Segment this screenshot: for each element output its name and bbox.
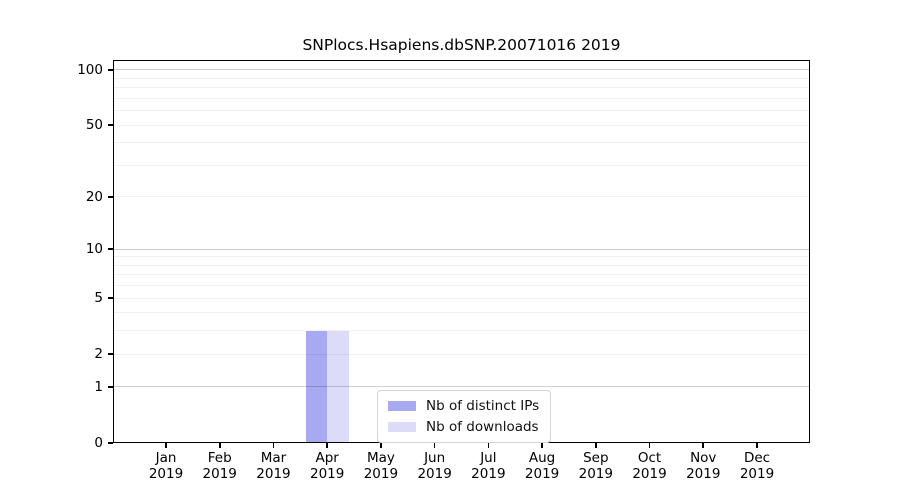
y-axis-tick <box>108 124 113 126</box>
x-tick-label: Jan 2019 <box>134 450 198 482</box>
gridline-minor <box>113 97 810 99</box>
x-axis-tick <box>595 443 597 448</box>
legend: Nb of distinct IPs Nb of downloads <box>377 390 552 443</box>
x-tick-year: 2019 <box>256 465 291 482</box>
gridline-minor <box>113 164 810 166</box>
x-tick-label: Oct 2019 <box>618 450 682 482</box>
plot-area: 0 1 2 5 10 20 50 100 Jan 2019 Feb 2019 Mar 2019 Apr 201… <box>77 60 810 481</box>
gridline-minor <box>113 196 810 198</box>
gridline-minor <box>113 124 810 126</box>
x-tick-year: 2019 <box>417 465 452 482</box>
x-axis-tick <box>380 443 382 448</box>
gridline-minor <box>113 87 810 89</box>
gridline-minor <box>113 264 810 266</box>
x-tick-label: Nov 2019 <box>671 450 735 482</box>
gridline-minor <box>113 256 810 258</box>
x-tick-year: 2019 <box>632 465 667 482</box>
x-tick-year: 2019 <box>148 465 184 482</box>
bar <box>327 330 349 443</box>
y-tick-label: 5 <box>94 290 103 307</box>
x-tick-year: 2019 <box>739 465 775 482</box>
x-tick-year: 2019 <box>363 465 399 482</box>
x-tick-year: 2019 <box>524 465 560 482</box>
x-tick-label: Feb 2019 <box>188 450 252 482</box>
x-axis-tick <box>165 443 167 448</box>
gridline-major <box>113 69 810 71</box>
legend-swatch-downloads <box>388 422 416 432</box>
x-tick-label: Jul 2019 <box>456 450 520 482</box>
gridline-minor <box>113 285 810 287</box>
gridline-minor <box>113 330 810 332</box>
bar <box>305 330 328 443</box>
y-axis-tick <box>108 297 113 299</box>
x-tick-label: Mar 2019 <box>241 450 305 482</box>
x-axis-tick <box>272 443 275 448</box>
x-axis-tick <box>433 443 436 448</box>
x-tick-year: 2019 <box>686 465 721 482</box>
x-axis-tick <box>541 443 543 448</box>
x-tick-label: May 2019 <box>349 450 413 482</box>
legend-label-downloads: Nb of downloads <box>426 419 539 435</box>
gridline-minor <box>113 312 810 314</box>
gridline-minor <box>113 274 810 276</box>
gridline-minor <box>113 110 810 112</box>
gridline-major <box>113 248 810 250</box>
legend-row-distinct-ips: Nb of distinct IPs <box>388 398 539 414</box>
legend-row-downloads: Nb of downloads <box>388 419 539 435</box>
gridline-minor <box>113 142 810 144</box>
x-tick-year: 2019 <box>578 465 613 482</box>
y-tick-label: 1 <box>94 378 103 395</box>
y-axis-tick <box>108 196 113 198</box>
legend-swatch-distinct-ips <box>388 401 416 411</box>
y-axis-tick <box>108 353 113 355</box>
x-tick-label: Dec 2019 <box>725 450 789 482</box>
x-tick-label: Apr 2019 <box>295 450 359 482</box>
chart-title: SNPlocs.Hsapiens.dbSNP.20071016 2019 <box>302 36 621 54</box>
y-tick-label: 10 <box>85 241 103 258</box>
gridline-major <box>113 386 810 388</box>
x-tick-year: 2019 <box>202 465 237 482</box>
gridline-minor <box>113 353 810 355</box>
x-axis-tick <box>702 443 705 448</box>
gridline-minor <box>113 77 810 79</box>
y-axis-tick <box>108 386 113 388</box>
x-axis-tick <box>487 443 490 448</box>
y-tick-label: 0 <box>94 435 103 451</box>
x-tick-year: 2019 <box>471 465 506 482</box>
y-tick-label: 50 <box>85 117 103 134</box>
y-tick-label: 100 <box>77 61 103 78</box>
x-axis-tick <box>648 443 651 448</box>
y-tick-label: 2 <box>94 346 103 363</box>
legend-label-distinct-ips: Nb of distinct IPs <box>426 398 540 414</box>
y-axis-tick <box>108 248 113 250</box>
gridline-minor <box>113 297 810 299</box>
x-axis-tick <box>326 443 328 448</box>
x-tick-label: Aug 2019 <box>510 450 574 482</box>
y-tick-label: 20 <box>85 188 103 205</box>
y-axis-tick <box>108 68 113 71</box>
x-axis-tick <box>218 443 221 448</box>
y-axis-tick <box>108 442 113 444</box>
x-axis-tick <box>756 443 758 448</box>
x-tick-year: 2019 <box>309 465 345 482</box>
x-tick-label: Sep 2019 <box>564 450 628 482</box>
x-tick-label: Jun 2019 <box>403 450 467 482</box>
